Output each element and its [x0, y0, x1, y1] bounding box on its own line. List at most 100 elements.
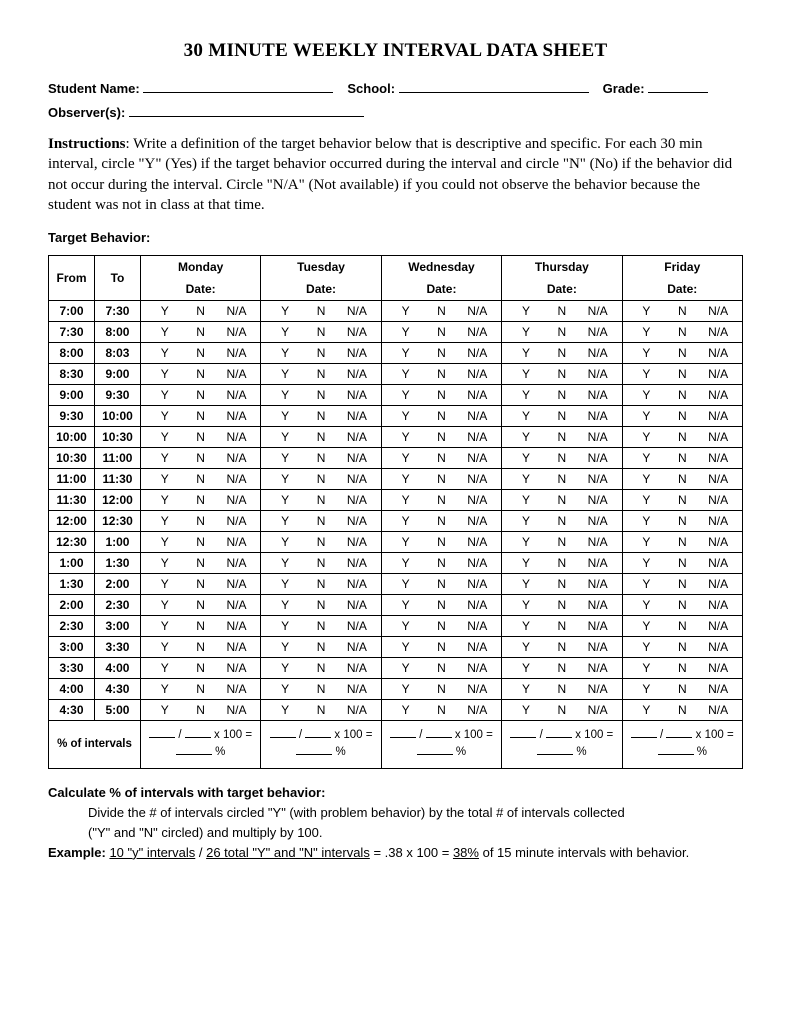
y-option[interactable]: Y — [273, 325, 297, 339]
n-option[interactable]: N — [670, 577, 694, 591]
n-option[interactable]: N — [670, 346, 694, 360]
n-option[interactable]: N — [670, 325, 694, 339]
yn-cell[interactable]: YNN/A — [502, 448, 622, 469]
n-option[interactable]: N — [670, 472, 694, 486]
y-option[interactable]: Y — [394, 514, 418, 528]
na-option[interactable]: N/A — [224, 388, 248, 402]
na-option[interactable]: N/A — [345, 325, 369, 339]
yn-cell[interactable]: YNN/A — [140, 700, 260, 721]
yn-cell[interactable]: YNN/A — [140, 490, 260, 511]
y-option[interactable]: Y — [273, 577, 297, 591]
y-option[interactable]: Y — [514, 493, 538, 507]
y-option[interactable]: Y — [273, 493, 297, 507]
na-option[interactable]: N/A — [586, 640, 610, 654]
yn-cell[interactable]: YNN/A — [622, 616, 742, 637]
n-option[interactable]: N — [429, 556, 453, 570]
y-option[interactable]: Y — [514, 703, 538, 717]
yn-cell[interactable]: YNN/A — [622, 511, 742, 532]
yn-cell[interactable]: YNN/A — [502, 553, 622, 574]
n-option[interactable]: N — [550, 535, 574, 549]
n-option[interactable]: N — [189, 556, 213, 570]
na-option[interactable]: N/A — [345, 535, 369, 549]
y-option[interactable]: Y — [634, 304, 658, 318]
yn-cell[interactable]: YNN/A — [622, 658, 742, 679]
yn-cell[interactable]: YNN/A — [502, 532, 622, 553]
yn-cell[interactable]: YNN/A — [622, 385, 742, 406]
n-option[interactable]: N — [309, 304, 333, 318]
y-option[interactable]: Y — [634, 472, 658, 486]
y-option[interactable]: Y — [634, 451, 658, 465]
yn-cell[interactable]: YNN/A — [502, 301, 622, 322]
y-option[interactable]: Y — [514, 451, 538, 465]
n-option[interactable]: N — [429, 409, 453, 423]
yn-cell[interactable]: YNN/A — [261, 679, 381, 700]
yn-cell[interactable]: YNN/A — [261, 448, 381, 469]
na-option[interactable]: N/A — [465, 661, 489, 675]
na-option[interactable]: N/A — [224, 535, 248, 549]
y-option[interactable]: Y — [153, 640, 177, 654]
n-option[interactable]: N — [189, 367, 213, 381]
na-option[interactable]: N/A — [224, 577, 248, 591]
n-option[interactable]: N — [550, 367, 574, 381]
na-option[interactable]: N/A — [224, 451, 248, 465]
yn-cell[interactable]: YNN/A — [140, 637, 260, 658]
y-option[interactable]: Y — [634, 388, 658, 402]
n-option[interactable]: N — [429, 514, 453, 528]
yn-cell[interactable]: YNN/A — [381, 553, 501, 574]
n-option[interactable]: N — [670, 304, 694, 318]
na-option[interactable]: N/A — [465, 346, 489, 360]
n-option[interactable]: N — [550, 556, 574, 570]
na-option[interactable]: N/A — [224, 682, 248, 696]
yn-cell[interactable]: YNN/A — [140, 343, 260, 364]
n-option[interactable]: N — [429, 430, 453, 444]
student-name-field[interactable] — [143, 80, 333, 93]
y-option[interactable]: Y — [514, 556, 538, 570]
y-option[interactable]: Y — [634, 640, 658, 654]
na-option[interactable]: N/A — [586, 430, 610, 444]
yn-cell[interactable]: YNN/A — [140, 427, 260, 448]
y-option[interactable]: Y — [514, 304, 538, 318]
yn-cell[interactable]: YNN/A — [622, 406, 742, 427]
n-option[interactable]: N — [189, 598, 213, 612]
y-option[interactable]: Y — [273, 703, 297, 717]
yn-cell[interactable]: YNN/A — [261, 385, 381, 406]
na-option[interactable]: N/A — [465, 598, 489, 612]
yn-cell[interactable]: YNN/A — [140, 385, 260, 406]
n-option[interactable]: N — [550, 493, 574, 507]
yn-cell[interactable]: YNN/A — [381, 595, 501, 616]
n-option[interactable]: N — [189, 514, 213, 528]
yn-cell[interactable]: YNN/A — [140, 553, 260, 574]
na-option[interactable]: N/A — [345, 577, 369, 591]
yn-cell[interactable]: YNN/A — [622, 532, 742, 553]
y-option[interactable]: Y — [394, 640, 418, 654]
na-option[interactable]: N/A — [465, 703, 489, 717]
na-option[interactable]: N/A — [706, 451, 730, 465]
y-option[interactable]: Y — [634, 682, 658, 696]
y-option[interactable]: Y — [634, 409, 658, 423]
y-option[interactable]: Y — [273, 535, 297, 549]
na-option[interactable]: N/A — [345, 556, 369, 570]
yn-cell[interactable]: YNN/A — [381, 700, 501, 721]
y-option[interactable]: Y — [394, 388, 418, 402]
na-option[interactable]: N/A — [706, 514, 730, 528]
n-option[interactable]: N — [550, 514, 574, 528]
yn-cell[interactable]: YNN/A — [381, 301, 501, 322]
na-option[interactable]: N/A — [706, 577, 730, 591]
na-option[interactable]: N/A — [224, 430, 248, 444]
y-option[interactable]: Y — [153, 493, 177, 507]
yn-cell[interactable]: YNN/A — [381, 616, 501, 637]
yn-cell[interactable]: YNN/A — [502, 385, 622, 406]
na-option[interactable]: N/A — [465, 451, 489, 465]
na-option[interactable]: N/A — [465, 577, 489, 591]
y-option[interactable]: Y — [153, 703, 177, 717]
y-option[interactable]: Y — [273, 640, 297, 654]
y-option[interactable]: Y — [634, 577, 658, 591]
na-option[interactable]: N/A — [586, 703, 610, 717]
yn-cell[interactable]: YNN/A — [381, 532, 501, 553]
yn-cell[interactable]: YNN/A — [502, 574, 622, 595]
y-option[interactable]: Y — [273, 430, 297, 444]
y-option[interactable]: Y — [394, 661, 418, 675]
yn-cell[interactable]: YNN/A — [140, 301, 260, 322]
n-option[interactable]: N — [429, 451, 453, 465]
n-option[interactable]: N — [550, 598, 574, 612]
